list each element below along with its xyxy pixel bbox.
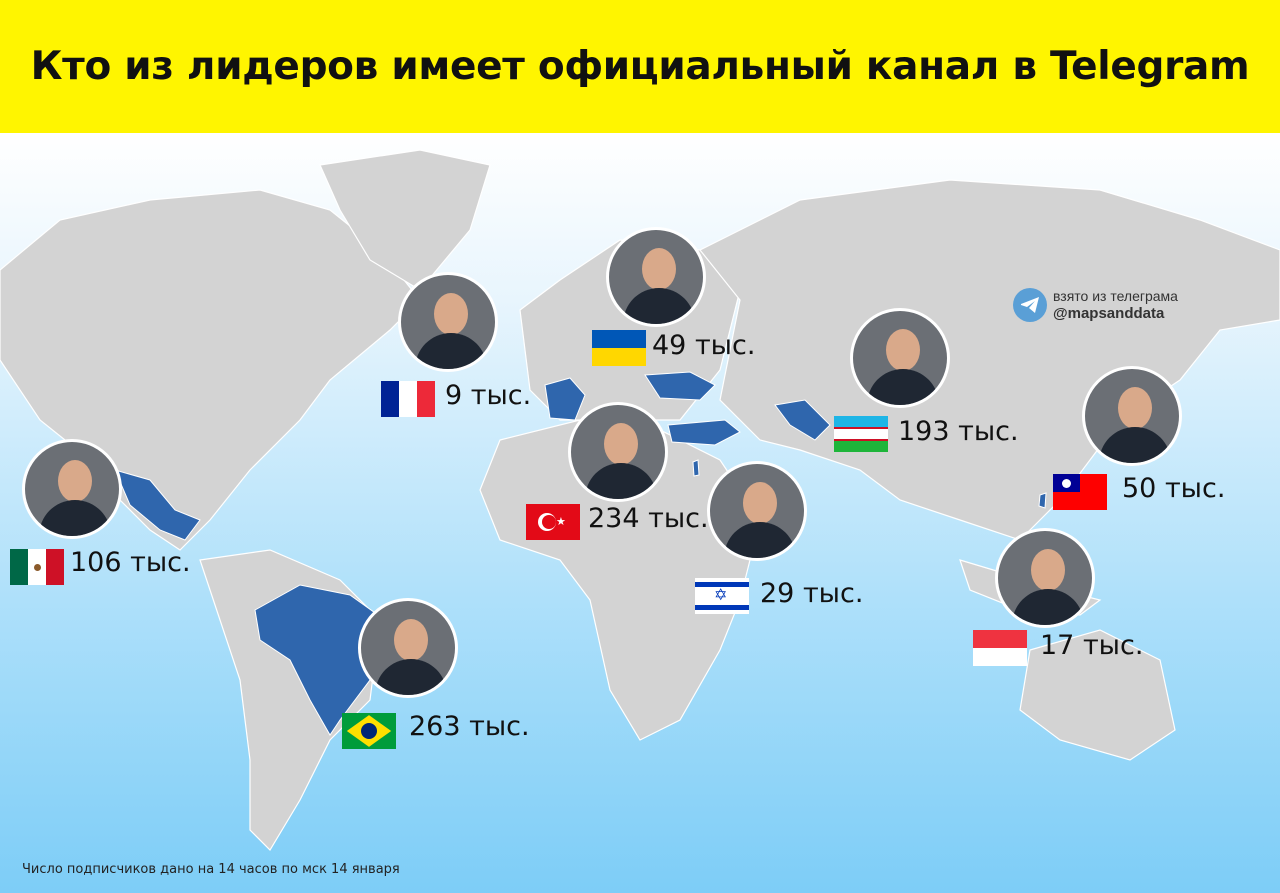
header-banner: Кто из лидеров имеет официальный канал в…: [0, 0, 1280, 133]
subscriber-count: 263 тыс.: [409, 711, 530, 742]
portrait-mexico: [22, 439, 122, 539]
greenland: [319, 149, 491, 291]
portrait-turkey: [568, 402, 668, 502]
portrait-france: [398, 272, 498, 372]
brazil-flag: [342, 713, 396, 749]
highlight-turkey: [667, 419, 741, 446]
watermark: взято из телеграма @mapsanddata: [1013, 288, 1178, 322]
subscriber-count: 234 тыс.: [588, 503, 709, 534]
singapore-flag: [973, 630, 1027, 666]
watermark-handle: @mapsanddata: [1053, 305, 1165, 322]
subscriber-count: 193 тыс.: [898, 416, 1019, 447]
page-title: Кто из лидеров имеет официальный канал в…: [30, 44, 1250, 89]
highlight-mexico: [114, 469, 201, 541]
subscriber-count: 50 тыс.: [1122, 473, 1226, 504]
highlight-brazil: [254, 584, 386, 736]
portrait-brazil: [358, 598, 458, 698]
portrait-taiwan: [1082, 366, 1182, 466]
israel-flag: ✡: [695, 578, 749, 614]
uzbekistan-flag: [834, 416, 888, 452]
ukraine-flag: [592, 330, 646, 366]
turkey-flag: ★: [526, 504, 580, 540]
portrait-singapore: [995, 528, 1095, 628]
subscriber-count: 29 тыс.: [760, 578, 864, 609]
mexico-flag: [10, 549, 64, 585]
subscriber-count: 49 тыс.: [652, 330, 756, 361]
portrait-ukraine: [606, 227, 706, 327]
telegram-icon: [1013, 288, 1047, 322]
highlight-france: [544, 377, 586, 421]
portrait-uzbekistan: [850, 308, 950, 408]
highlight-uzbekistan: [774, 399, 831, 441]
subscriber-count: 9 тыс.: [445, 380, 532, 411]
highlight-taiwan: [1038, 492, 1047, 509]
australia: [1019, 629, 1176, 761]
france-flag: [381, 381, 435, 417]
portrait-israel: [707, 461, 807, 561]
highlight-israel: [692, 459, 700, 477]
taiwan-flag: [1053, 474, 1107, 510]
subscriber-count: 106 тыс.: [70, 547, 191, 578]
footnote: Число подписчиков дано на 14 часов по мс…: [22, 862, 400, 877]
subscriber-count: 17 тыс.: [1040, 630, 1144, 661]
watermark-caption: взято из телеграма: [1053, 288, 1178, 304]
highlight-ukraine: [644, 371, 716, 401]
